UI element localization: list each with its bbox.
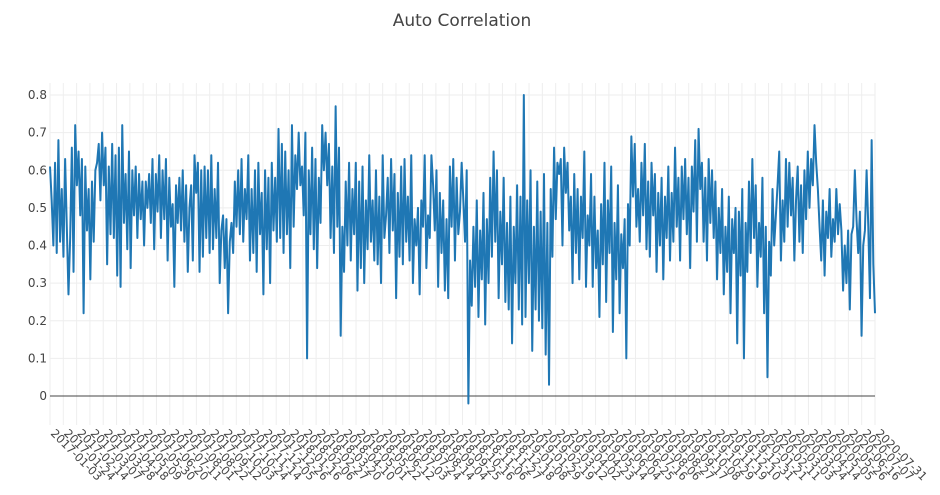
y-tick-label: 0.1 <box>28 351 47 365</box>
y-tick-label: 0.7 <box>28 126 47 140</box>
y-tick-label: 0.5 <box>28 201 47 215</box>
x-axis-ticks: 2017-01-032017-01-242017-02-142017-03-07… <box>48 426 930 483</box>
y-tick-label: 0.6 <box>28 163 47 177</box>
y-tick-label: 0.2 <box>28 314 47 328</box>
y-tick-label: 0 <box>39 389 47 403</box>
series-line-auto-correlation <box>49 94 876 405</box>
y-axis-ticks: 0 0.1 0.2 0.3 0.4 0.5 0.6 0.7 0.8 <box>28 88 47 403</box>
y-tick-label: 0.8 <box>28 88 47 102</box>
y-tick-label: 0.4 <box>28 239 47 253</box>
y-tick-label: 0.3 <box>28 276 47 290</box>
chart-title: Auto Correlation <box>392 11 532 31</box>
